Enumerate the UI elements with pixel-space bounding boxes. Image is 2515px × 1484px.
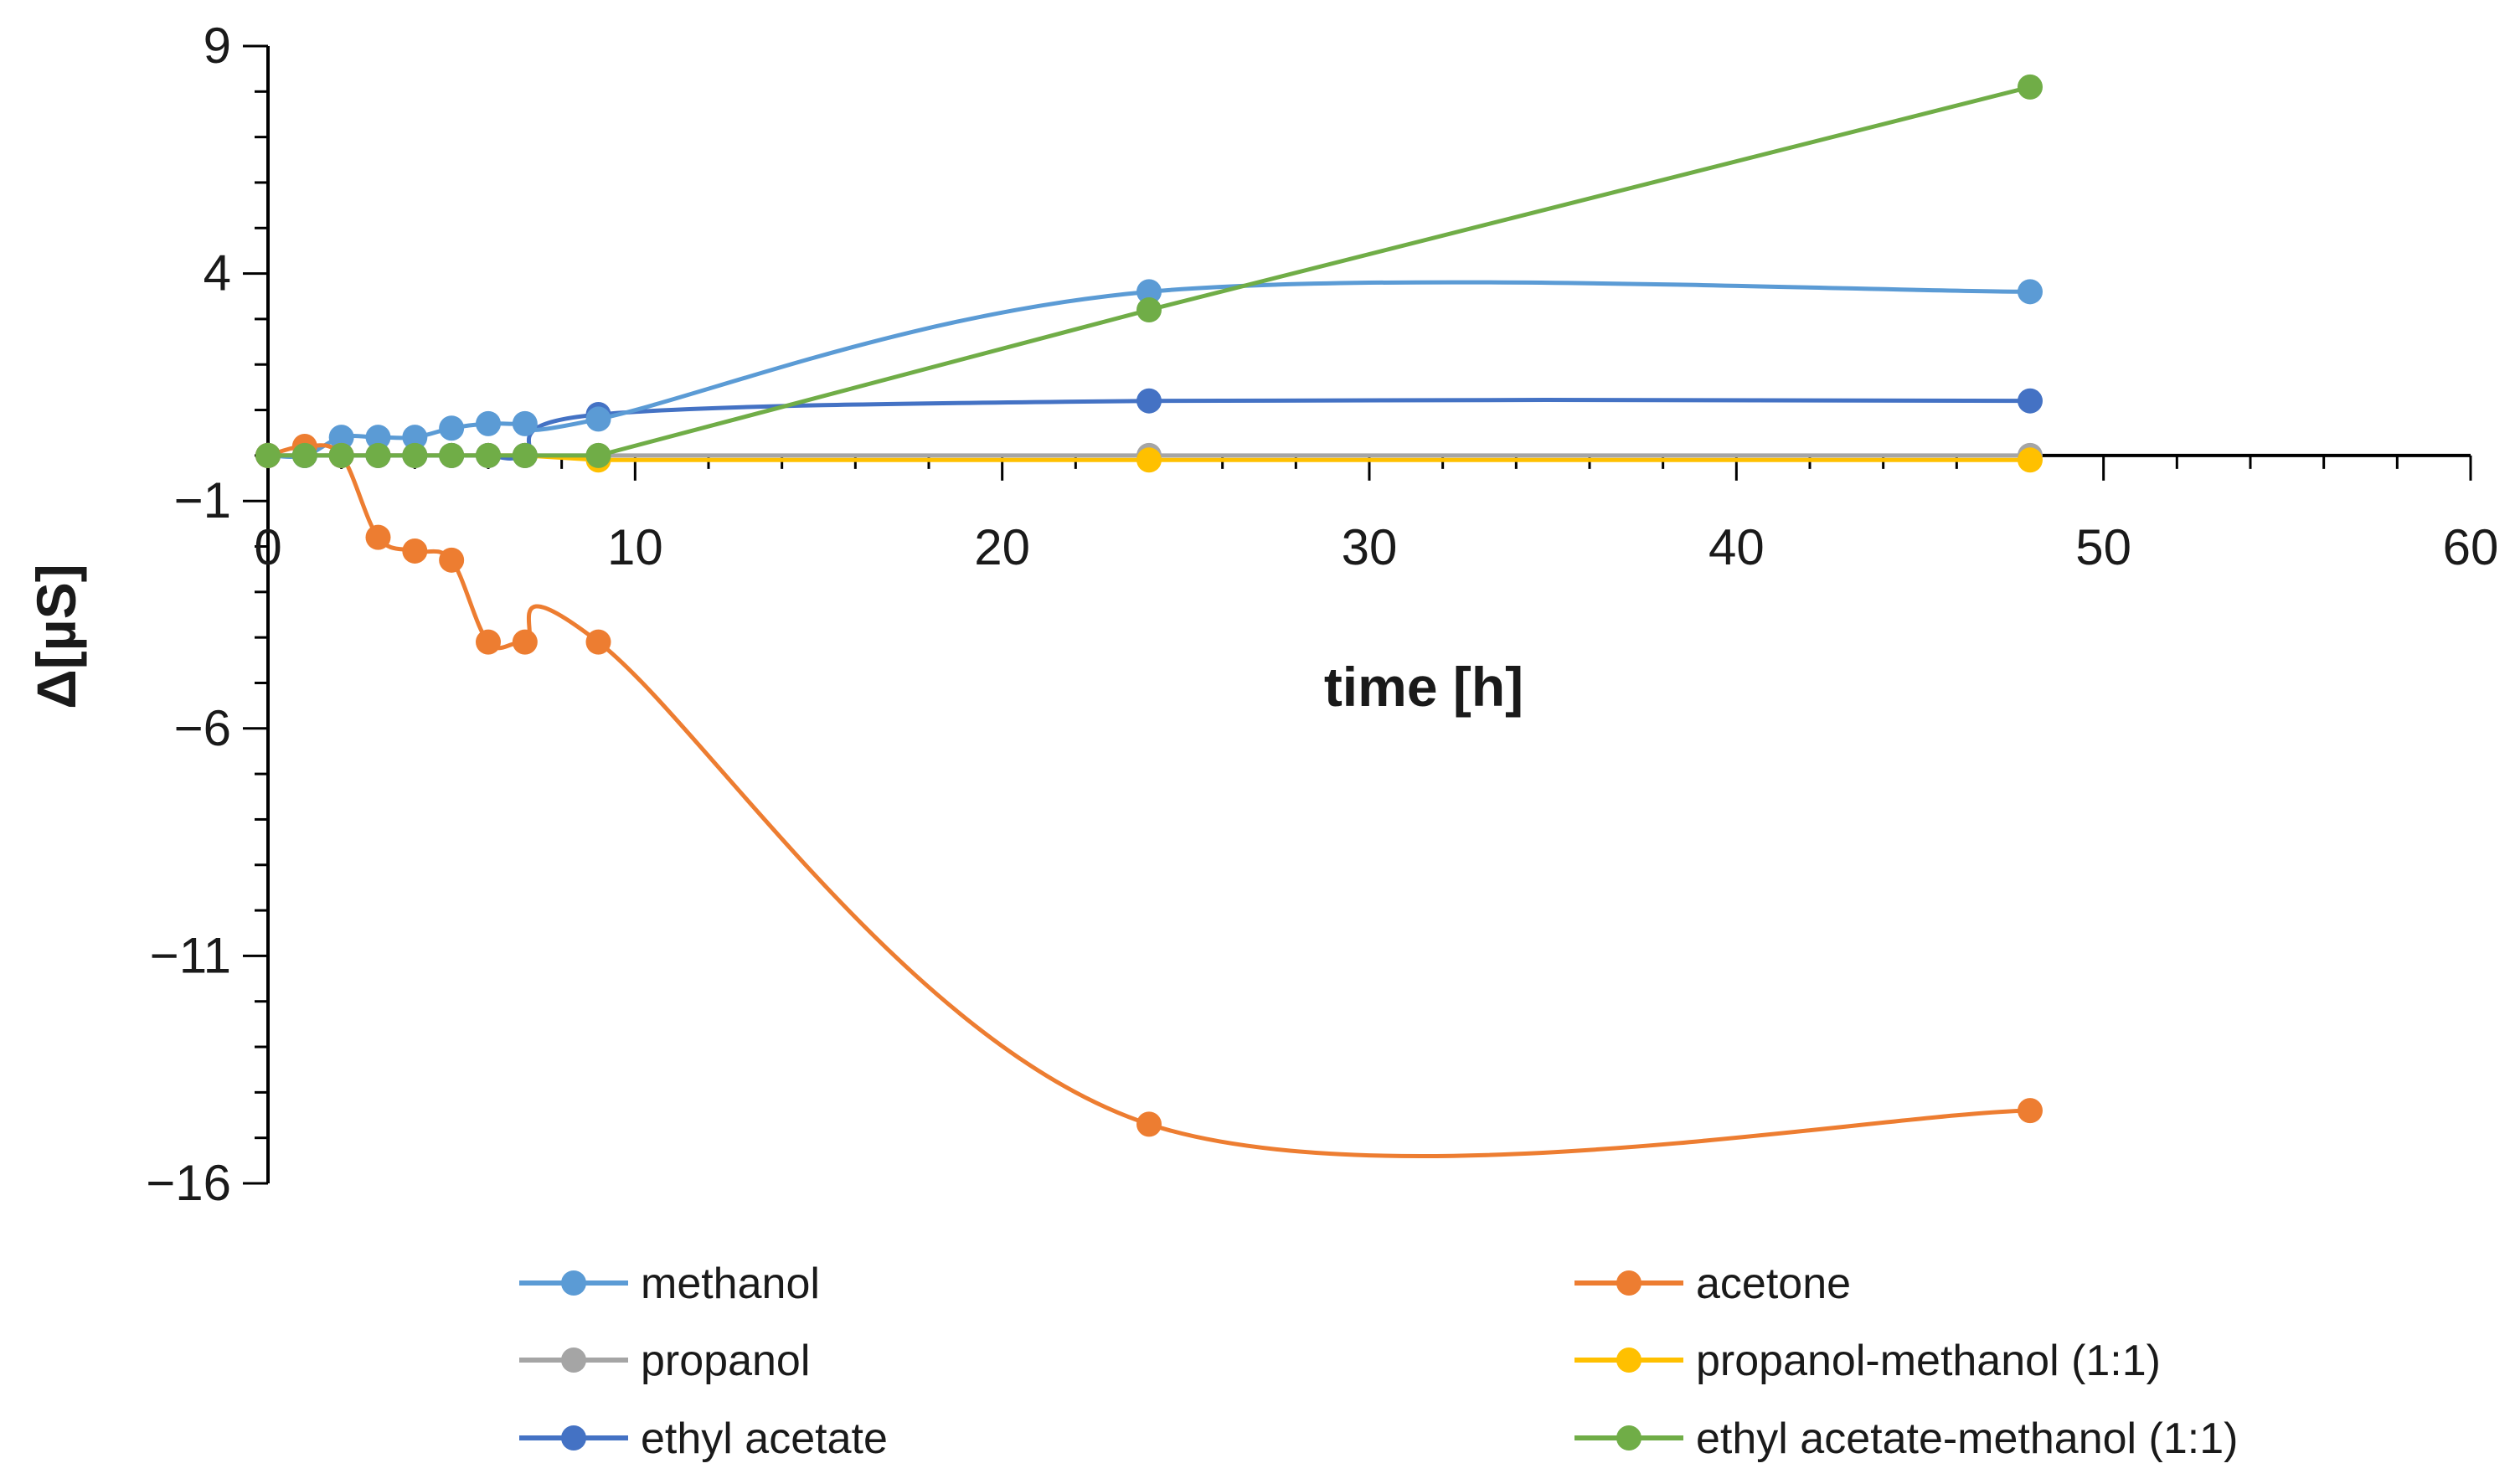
data-point-acetone bbox=[365, 524, 391, 550]
data-point-acetone bbox=[2018, 1098, 2043, 1124]
legend-item-propanol: propanol bbox=[519, 1337, 810, 1385]
legend-label: methanol bbox=[641, 1260, 820, 1308]
data-point-methanol bbox=[402, 425, 428, 451]
data-point-methanol bbox=[1136, 279, 1162, 305]
data-point-ethyl-acetate-methanol-1-1- bbox=[291, 442, 317, 468]
tick-labels: 9 4 −1 −6 −11 −16 0 10 20 30 40 50 60 bbox=[146, 18, 2498, 1211]
data-point-ethyl-acetate-methanol-1-1- bbox=[476, 442, 501, 468]
x-tick-label: 0 bbox=[254, 519, 281, 575]
legend-label: acetone bbox=[1696, 1260, 1851, 1308]
y-tick-label: −16 bbox=[146, 1155, 231, 1211]
legend-swatch-marker bbox=[561, 1425, 586, 1451]
data-point-methanol bbox=[365, 425, 391, 451]
data-point-ethyl-acetate bbox=[2018, 388, 2043, 414]
legend-item-ethyl-acetate-methanol-1-1-: ethyl acetate-methanol (1:1) bbox=[1574, 1414, 2238, 1463]
x-tick-label: 10 bbox=[607, 519, 663, 575]
legend-swatch-marker bbox=[561, 1347, 586, 1373]
data-point-acetone bbox=[512, 629, 538, 655]
legend-label: ethyl acetate bbox=[641, 1414, 888, 1463]
data-point-acetone bbox=[402, 538, 428, 564]
data-point-ethyl-acetate-methanol-1-1- bbox=[328, 442, 354, 468]
legend-swatch-marker bbox=[1616, 1347, 1641, 1373]
legend-label: ethyl acetate-methanol (1:1) bbox=[1696, 1414, 2238, 1463]
data-point-methanol bbox=[2018, 279, 2043, 305]
y-tick-label: −6 bbox=[174, 700, 231, 756]
data-point-ethyl-acetate-methanol-1-1- bbox=[585, 442, 611, 468]
x-tick-label: 40 bbox=[1708, 519, 1765, 575]
data-point-propanol-methanol-1-1- bbox=[2018, 447, 2043, 473]
legend-label: propanol bbox=[641, 1337, 810, 1385]
data-point-ethyl-acetate-methanol-1-1- bbox=[402, 442, 428, 468]
data-point-ethyl-acetate-methanol-1-1- bbox=[1136, 297, 1162, 323]
y-tick-label: 9 bbox=[204, 18, 231, 74]
legend: methanol acetone propanol propanol-methanol… bbox=[519, 1260, 2238, 1463]
legend-item-propanol-methanol-1-1-: propanol-methanol (1:1) bbox=[1574, 1337, 2161, 1385]
data-point-methanol bbox=[476, 410, 501, 436]
series-line-acetone bbox=[267, 443, 2031, 1158]
ticks bbox=[243, 44, 2472, 1185]
data-point-propanol-methanol-1-1- bbox=[1136, 447, 1162, 473]
legend-swatch-marker bbox=[1616, 1425, 1641, 1451]
data-point-ethyl-acetate-methanol-1-1- bbox=[512, 442, 538, 468]
x-axis-title: time [h] bbox=[1324, 656, 1523, 718]
y-tick-label: 4 bbox=[204, 245, 231, 301]
data-point-ethyl-acetate-methanol-1-1- bbox=[2018, 74, 2043, 100]
y-tick-label: −11 bbox=[150, 927, 231, 983]
legend-swatch-marker bbox=[1616, 1270, 1641, 1296]
legend-label: propanol-methanol (1:1) bbox=[1696, 1337, 2161, 1385]
legend-item-acetone: acetone bbox=[1574, 1260, 1851, 1308]
data-point-ethyl-acetate-methanol-1-1- bbox=[255, 442, 281, 468]
x-tick-label: 60 bbox=[2443, 519, 2499, 575]
y-axis-title: Δ[µS] bbox=[25, 564, 87, 709]
data-point-acetone bbox=[1136, 1111, 1162, 1137]
data-point-ethyl-acetate-methanol-1-1- bbox=[439, 442, 465, 468]
axes bbox=[266, 46, 2471, 1183]
series-acetone bbox=[255, 434, 2043, 1158]
x-tick-label: 50 bbox=[2075, 519, 2131, 575]
data-point-methanol bbox=[328, 425, 354, 451]
y-tick-label: −1 bbox=[174, 472, 231, 528]
data-point-methanol bbox=[512, 410, 538, 436]
series-ethyl-acetate-methanol-1-1- bbox=[255, 74, 2043, 468]
series-group bbox=[255, 74, 2043, 1158]
legend-item-methanol: methanol bbox=[519, 1260, 820, 1308]
data-point-acetone bbox=[476, 629, 501, 655]
x-tick-label: 30 bbox=[1342, 519, 1398, 575]
legend-swatch-marker bbox=[561, 1270, 586, 1296]
data-point-methanol bbox=[585, 406, 611, 432]
data-point-ethyl-acetate-methanol-1-1- bbox=[365, 442, 391, 468]
legend-item-ethyl-acetate: ethyl acetate bbox=[519, 1414, 888, 1463]
x-tick-label: 20 bbox=[974, 519, 1030, 575]
data-point-acetone bbox=[585, 629, 611, 655]
data-point-acetone bbox=[439, 547, 465, 573]
data-point-methanol bbox=[439, 415, 465, 441]
data-point-ethyl-acetate bbox=[1136, 388, 1162, 414]
